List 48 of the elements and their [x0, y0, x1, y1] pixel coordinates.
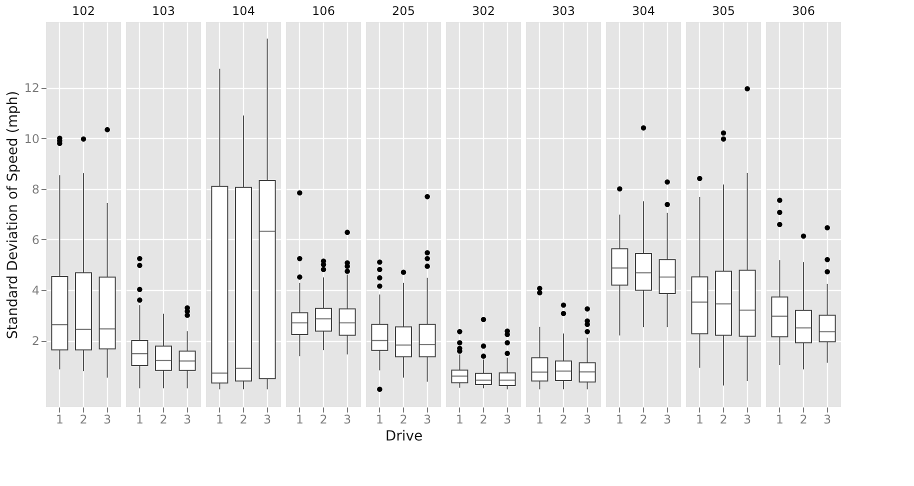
x-tick-label: 1	[376, 412, 384, 426]
y-tick-label: 2	[32, 334, 40, 348]
x-tick-label: 2	[80, 412, 88, 426]
x-tick-label: 1	[536, 412, 544, 426]
y-tick-label: 6	[32, 232, 40, 247]
y-tick-label: 12	[24, 81, 40, 96]
x-tick-label: 3	[343, 412, 352, 426]
chart-title: 104	[232, 4, 255, 18]
chart-title: 102	[72, 4, 95, 18]
x-tick-label: 2	[160, 412, 168, 426]
x-tick-label: 2	[240, 412, 248, 426]
x-tick-label: 1	[296, 412, 304, 426]
chart-title: 302	[472, 4, 495, 18]
chart-title: 305	[712, 4, 735, 18]
x-tick-label: 3	[503, 412, 512, 426]
x-tick-label: 2	[320, 412, 328, 426]
x-tick-label: 1	[56, 412, 64, 426]
chart-title: 205	[392, 4, 415, 18]
x-tick-label: 1	[616, 412, 624, 426]
x-tick-label: 2	[640, 412, 648, 426]
x-tick-label: 2	[480, 412, 488, 426]
x-tick-label: 2	[800, 412, 808, 426]
x-tick-label: 3	[423, 412, 432, 426]
x-tick-label: 3	[663, 412, 672, 426]
y-tick-label: 4	[32, 283, 40, 298]
y-axis-title: Standard Deviation of Speed (mph)	[5, 90, 22, 340]
chart-title: 106	[312, 4, 335, 18]
y-tick-label: 8	[32, 182, 40, 196]
x-tick-label: 2	[720, 412, 728, 426]
x-tick-label: 1	[696, 412, 704, 426]
x-tick-label: 1	[136, 412, 144, 426]
x-tick-label: 3	[823, 412, 832, 426]
x-tick-label: 3	[583, 412, 592, 426]
chart-title: 103	[152, 4, 175, 18]
x-tick-label: 2	[400, 412, 408, 426]
x-tick-label: 1	[456, 412, 464, 426]
x-tick-label: 3	[183, 412, 192, 426]
x-axis-title: Drive	[385, 428, 423, 444]
x-tick-label: 2	[560, 412, 568, 426]
chart-title: 304	[632, 4, 655, 18]
x-tick-label: 3	[743, 412, 752, 426]
x-tick-label: 1	[776, 412, 784, 426]
x-tick-label: 1	[216, 412, 224, 426]
x-tick-label: 3	[103, 412, 112, 426]
x-tick-label: 3	[263, 412, 272, 426]
chart-title: 303	[552, 4, 575, 18]
y-tick-label: 10	[24, 132, 40, 146]
chart-title: 306	[792, 4, 815, 18]
